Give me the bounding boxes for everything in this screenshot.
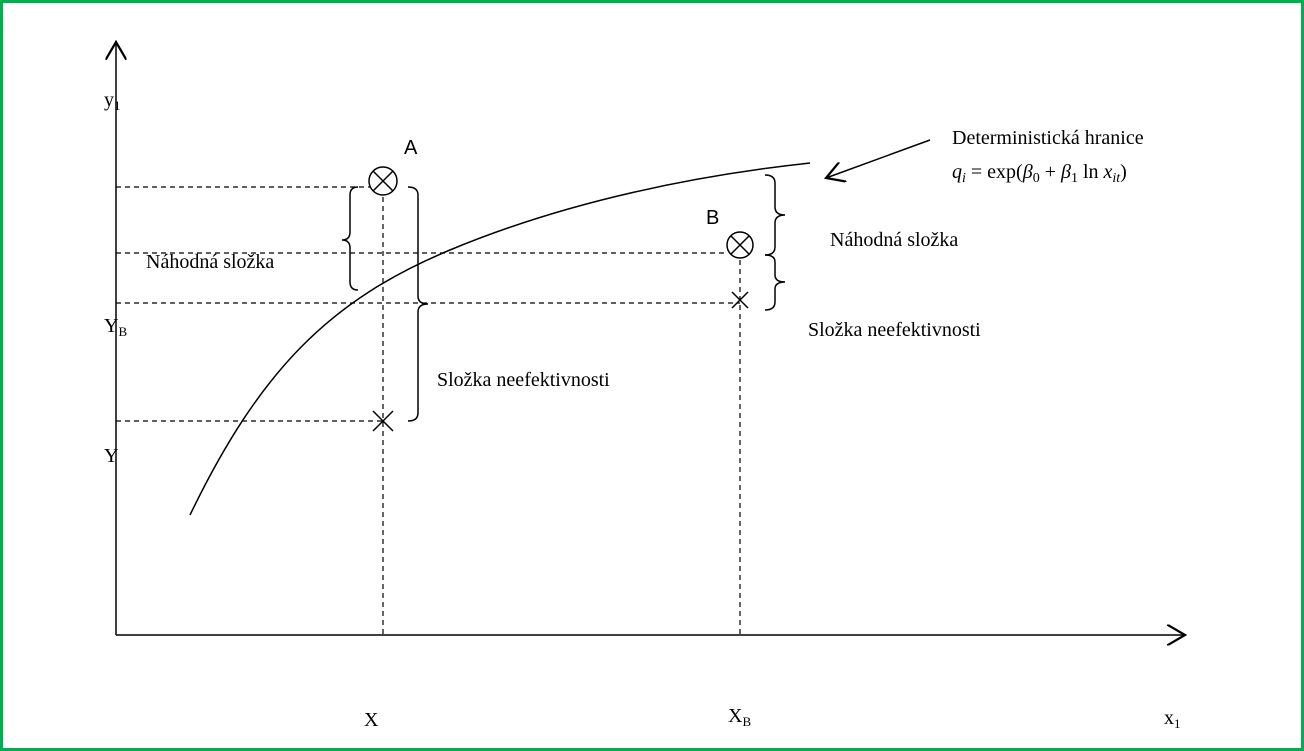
point-a-label: A bbox=[404, 137, 418, 159]
inefficiency-label: Složka neefektivnosti bbox=[437, 369, 610, 391]
braces bbox=[341, 174, 786, 422]
point-b bbox=[726, 231, 754, 309]
inefficiency-label: Složka neefektivnosti bbox=[808, 319, 981, 341]
x-label: X bbox=[364, 709, 379, 731]
random-label: Náhodná složka bbox=[830, 229, 958, 251]
x-b-label: XB bbox=[728, 705, 751, 729]
frontier-curve bbox=[189, 162, 811, 516]
y-b-label: YB bbox=[104, 315, 127, 339]
random-label: Náhodná složka bbox=[146, 251, 274, 273]
guides bbox=[116, 186, 741, 635]
y-label: Y bbox=[104, 445, 118, 467]
y-axis-label: y1 bbox=[104, 89, 121, 113]
frontier-formula: qi = exp(β0 + β1 ln xit) bbox=[952, 161, 1127, 186]
frontier-arrow bbox=[826, 139, 931, 178]
point-a bbox=[368, 166, 398, 432]
x-axis-label: x1 bbox=[1164, 707, 1181, 731]
frontier-label: Deterministická hranice bbox=[952, 127, 1144, 149]
point-b-label: B bbox=[706, 207, 719, 229]
